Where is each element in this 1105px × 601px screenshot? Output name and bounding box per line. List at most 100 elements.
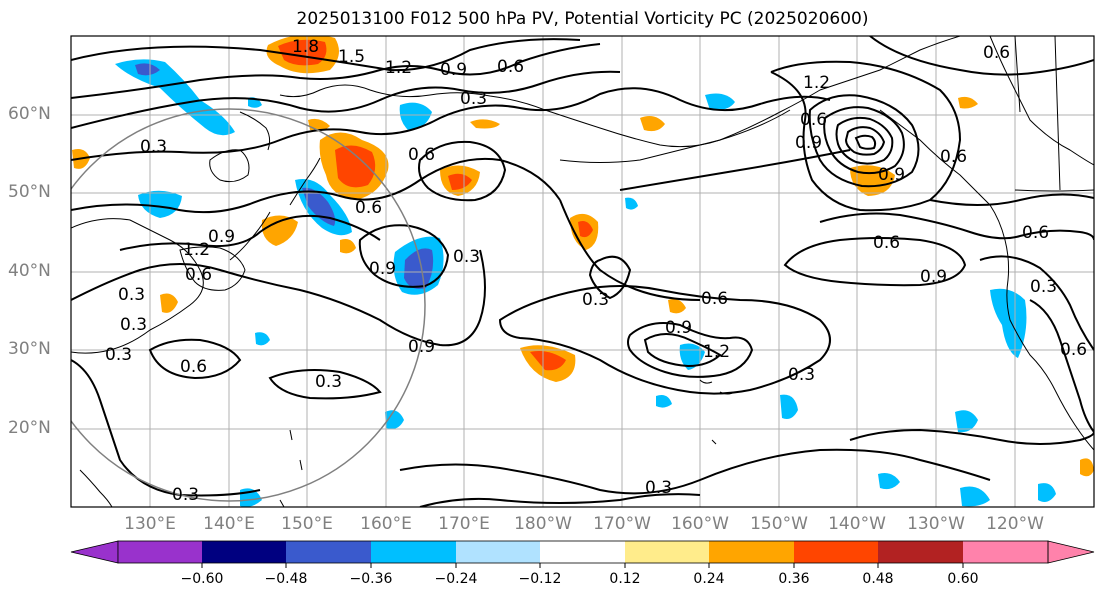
- pv-negative-area: [255, 332, 270, 346]
- contour-label: 0.6: [983, 43, 1010, 63]
- colorbar-outline: [117, 540, 1049, 564]
- pv-positive-area: [958, 96, 978, 109]
- plot-frame: [70, 35, 1095, 508]
- map-title: 2025013100 F012 500 hPa PV, Potential Vo…: [296, 9, 869, 29]
- contour-label: 0.6: [1022, 223, 1049, 243]
- contour-label: 0.3: [1030, 277, 1057, 297]
- colorbar-tick-label: −0.24: [434, 571, 478, 587]
- colorbar-segment: [456, 541, 540, 563]
- pv-negative-area: [625, 197, 638, 210]
- pv-negative-area: [135, 63, 160, 76]
- pv-positive-area: [578, 221, 593, 238]
- contour-label: 1.2: [703, 342, 730, 362]
- colorbar-segment: [709, 541, 794, 563]
- contour-label: 0.9: [795, 133, 822, 153]
- pv-negative-area: [656, 395, 672, 408]
- contour-label: 0.3: [582, 290, 609, 310]
- contour-label: 0.9: [369, 259, 396, 279]
- contour-label: 1.2: [803, 73, 830, 93]
- contour-label: 0.9: [920, 267, 947, 287]
- lon-label-130w: 130°W: [907, 514, 965, 534]
- colorbar-tick-label: −0.36: [349, 571, 393, 587]
- lon-label-170e: 170°E: [438, 514, 490, 534]
- pv-negative-area: [960, 486, 990, 507]
- pv-negative-area: [1038, 483, 1056, 502]
- contour-label: 0.9: [878, 165, 905, 185]
- lon-label-180w: 180°W: [514, 514, 572, 534]
- pv-positive-area: [340, 239, 356, 254]
- pv-shading: [72, 36, 1094, 507]
- contour-label: 0.3: [645, 478, 672, 498]
- pv-positive-area: [530, 351, 566, 371]
- contour-label: 0.6: [185, 265, 212, 285]
- colorbar-segment: [625, 541, 709, 563]
- contour-label: 0.9: [665, 318, 692, 338]
- range-ring: [71, 108, 426, 502]
- colorbar-segment: [540, 541, 625, 563]
- contour-label: 0.3: [118, 285, 145, 305]
- colorbar-segment: [878, 541, 963, 563]
- colorbar-segment: [286, 541, 371, 563]
- contour-label: 0.6: [940, 147, 967, 167]
- graticule: [71, 36, 1094, 507]
- contour-label: 1.2: [385, 58, 412, 78]
- lon-label-160w: 160°W: [671, 514, 729, 534]
- lat-label-20n: 20°N: [8, 418, 51, 438]
- pv-positive-area: [1080, 458, 1094, 477]
- colorbar-tick-label: 0.24: [693, 571, 725, 587]
- contour-label: 0.9: [440, 60, 467, 80]
- pv-negative-area: [115, 59, 235, 136]
- contour-label: 0.6: [497, 57, 524, 77]
- pv-positive-area: [261, 215, 298, 246]
- lon-label-140e: 140°E: [203, 514, 255, 534]
- colorbar-segment: [371, 541, 456, 563]
- pv-negative-area: [990, 288, 1027, 358]
- contour-label: 1.5: [338, 47, 365, 67]
- lon-label-120w: 120°W: [986, 514, 1044, 534]
- pv-negative-area: [878, 473, 900, 490]
- contour-label: 0.6: [1060, 340, 1087, 360]
- colorbar-tick-label: −0.12: [518, 571, 562, 587]
- pv-positive-area: [335, 145, 376, 188]
- lon-label-170w: 170°W: [593, 514, 651, 534]
- contour-label: 0.3: [460, 89, 487, 109]
- lat-label-60n: 60°N: [8, 104, 51, 124]
- contour-label: 1.2: [183, 240, 210, 260]
- contour-label: 0.6: [355, 198, 382, 218]
- colorbar-segment: [794, 541, 878, 563]
- pv-positive-area: [448, 173, 472, 190]
- contour-label: 0.3: [453, 247, 480, 267]
- colorbar-tick-label: 0.60: [947, 571, 979, 587]
- contour-label: 0.3: [120, 315, 147, 335]
- lat-label-40n: 40°N: [8, 261, 51, 281]
- lon-label-160e: 160°E: [360, 514, 412, 534]
- contour-label: 0.6: [408, 145, 435, 165]
- colorbar-tick-label: −0.60: [180, 571, 224, 587]
- colorbar-segment: [118, 541, 202, 563]
- contour-label: 0.9: [408, 337, 435, 357]
- colorbar-extend-low: [70, 540, 119, 564]
- lat-label-30n: 30°N: [8, 339, 51, 359]
- pv-negative-area: [138, 190, 182, 218]
- contour-label: 0.3: [172, 485, 199, 505]
- pv-positive-area: [668, 299, 686, 314]
- pv-positive-area: [160, 293, 178, 313]
- colorbar-tick-label: 0.36: [778, 571, 810, 587]
- lon-label-140w: 140°W: [828, 514, 886, 534]
- contour-label: 0.6: [800, 110, 827, 130]
- pv-negative-area: [955, 410, 978, 433]
- pv-negative-area: [399, 102, 432, 130]
- contour-label: 0.9: [208, 227, 235, 247]
- lon-label-150w: 150°W: [750, 514, 808, 534]
- pv-positive-area: [640, 116, 665, 132]
- contour-labels: 1.8 1.5 1.2 0.9 0.6 0.3 0.3 0.6 0.6 0.9 …: [105, 37, 1087, 505]
- colorbar-tick-label: −0.48: [264, 571, 308, 587]
- contour-label: 0.6: [873, 233, 900, 253]
- contour-label: 0.6: [701, 289, 728, 309]
- pv-positive-area: [470, 119, 500, 129]
- colorbar: [70, 540, 1095, 568]
- contour-label: 0.6: [180, 357, 207, 377]
- contour-label: 1.8: [292, 37, 319, 57]
- colorbar-segment: [202, 541, 286, 563]
